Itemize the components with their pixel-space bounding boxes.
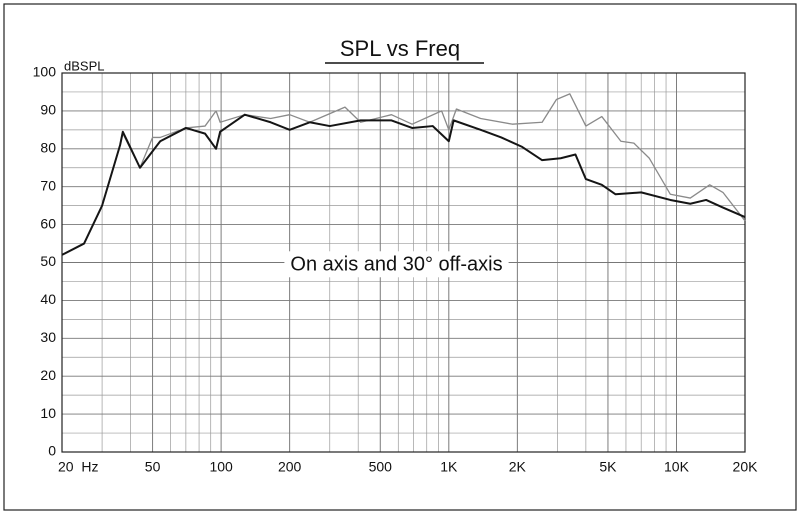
y-tick-label: 100	[33, 64, 57, 80]
chart-title: SPL vs Freq	[340, 36, 460, 61]
y-tick-label: 80	[40, 140, 56, 156]
x-tick-label: 5K	[599, 459, 617, 475]
x-tick-label: 2K	[509, 459, 527, 475]
y-tick-label: 10	[40, 405, 56, 421]
annotation-bg	[284, 251, 509, 278]
y-tick-label: 20	[40, 367, 56, 383]
y-tick-label: 50	[40, 253, 56, 269]
y-tick-label: 90	[40, 102, 56, 118]
series-line	[61, 113, 746, 256]
x-tick-label: 10K	[664, 459, 690, 475]
x-tick-label: 50	[145, 459, 161, 475]
plot-border	[61, 72, 746, 453]
x-tick-label: 20K	[733, 459, 759, 475]
y-tick-label: 30	[40, 329, 56, 345]
frame	[3, 3, 797, 511]
y-tick-label: 0	[48, 443, 56, 459]
x-tick-label: 20 Hz	[58, 459, 98, 475]
x-tick-label: 100	[209, 459, 233, 475]
y-axis-label: dBSPL	[64, 58, 104, 73]
x-tick-label: 500	[369, 459, 393, 475]
y-tick-label: 60	[40, 215, 56, 231]
x-tick-label: 1K	[440, 459, 458, 475]
y-tick-label: 70	[40, 177, 56, 193]
annotation: On axis and 30° off-axis	[290, 253, 502, 275]
x-tick-label: 200	[278, 459, 302, 475]
y-tick-label: 40	[40, 291, 56, 307]
series-line	[61, 93, 746, 256]
